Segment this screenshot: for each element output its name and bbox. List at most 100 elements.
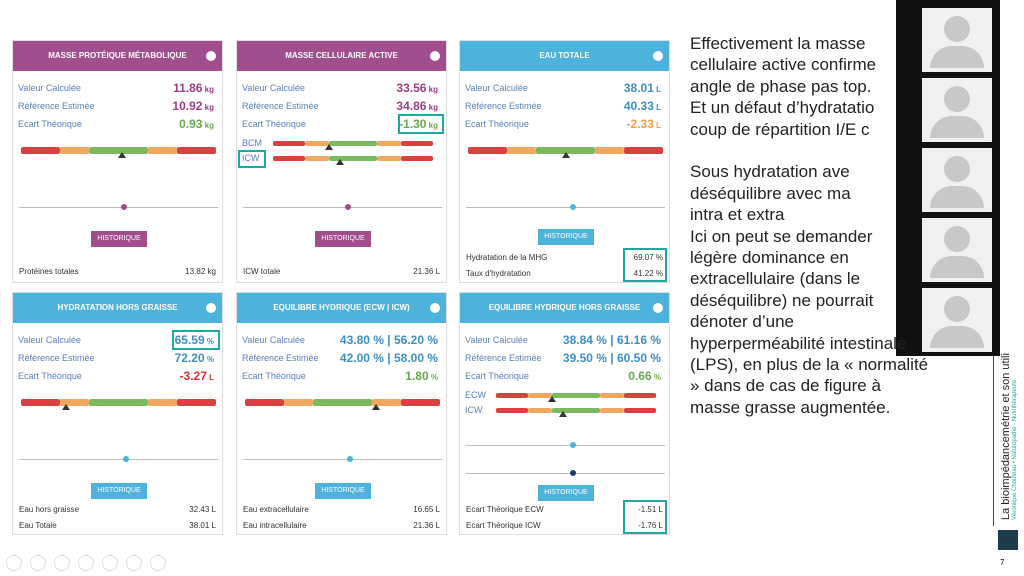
row-label: Ecart Théorique [18, 119, 82, 129]
row-label: Ecart Théorique [465, 119, 529, 129]
track-line [243, 459, 442, 460]
footer-label: Eau Totale [19, 521, 57, 530]
row-label: Référence Estimée [465, 101, 542, 111]
gauge-segment [528, 393, 552, 398]
value-unit: kg [426, 121, 438, 130]
value-unit: kg [202, 85, 214, 94]
history-button[interactable]: HISTORIQUE [91, 483, 147, 499]
note-line: masse grasse augmentée. [690, 397, 891, 417]
track-dot [123, 456, 129, 462]
value-number: 42.00 % | 58.00 % [339, 351, 438, 365]
value-unit: % [204, 355, 214, 364]
gauge-segment [21, 399, 60, 406]
value-number: 34.86 [396, 99, 427, 113]
track-line [19, 459, 218, 460]
row-value: 34.86 kg [396, 99, 438, 113]
toolbar-icon [102, 555, 118, 571]
gauge-segment [528, 408, 552, 413]
toolbar-icon [150, 555, 166, 571]
gauge-segment [147, 147, 177, 154]
card: EQUILIBRE HYDRIQUE HORS GRAISSE Valeur Ca… [459, 292, 670, 535]
track-line [19, 207, 218, 208]
avatar-tile [922, 78, 992, 142]
value-unit: kg [426, 85, 438, 94]
avatar-body [930, 116, 984, 138]
value-unit: L [653, 121, 661, 130]
row-value: 65.59 % [175, 333, 214, 347]
row-label: Valeur Calculée [18, 335, 81, 345]
row-value: 72.20 % [175, 351, 214, 365]
row-value: 33.56 kg [396, 81, 438, 95]
gauge-segment [624, 393, 656, 398]
avatar-tile [922, 148, 992, 212]
row-value: 38.84 % | 61.16 % [563, 333, 661, 347]
card-header: MASSE CELLULAIRE ACTIVE [237, 41, 446, 71]
value-number: 0.93 [179, 117, 203, 131]
gauge-segment [552, 408, 600, 413]
gauge-segment [273, 156, 305, 161]
card-header: EAU TOTALE [460, 41, 669, 71]
side-author: Véronique Chouteau • Naturopathe - Nutri… [1012, 379, 1018, 520]
gauge-segment [600, 408, 624, 413]
info-icon [653, 303, 663, 313]
gauge-segment [624, 408, 656, 413]
row-value: 39.50 % | 60.50 % [563, 351, 661, 365]
gauge-segment [177, 147, 216, 154]
gauge-segment [273, 141, 305, 146]
gauge-segment [507, 147, 537, 154]
info-icon [430, 303, 440, 313]
value-number: 38.84 % | 61.16 % [562, 333, 661, 347]
row-label: Ecart Théorique [465, 371, 529, 381]
history-button[interactable]: HISTORIQUE [315, 231, 371, 247]
value-unit: L [653, 85, 661, 94]
history-button[interactable]: HISTORIQUE [315, 483, 371, 499]
gauge-segment [313, 399, 372, 406]
gauge-segment [496, 393, 528, 398]
sub-bar-label: ICW [465, 405, 483, 415]
footer-label: Ecart Théorique ECW [466, 505, 544, 514]
note-line: Et un défaut d’hydratatio [690, 98, 875, 118]
note-line: » dans de cas de figure à [690, 376, 881, 396]
gauge-segment [329, 156, 377, 161]
gauge-segment [245, 399, 284, 406]
side-title: La bioimpédancemétrie et son utili [1000, 353, 1012, 520]
note-line: angle de phase pas top. [690, 76, 872, 96]
row-value: -3.27 L [180, 369, 214, 383]
row-label: Référence Estimée [18, 353, 95, 363]
row-value: 43.80 % | 56.20 % [340, 333, 438, 347]
footer-value: 21.36 L [413, 521, 440, 530]
card: MASSE CELLULAIRE ACTIVE Valeur Calculée 33… [236, 40, 447, 283]
footer-label: Ecart Théorique ICW [466, 521, 541, 530]
toolbar-icon [6, 555, 22, 571]
gauge-segment [284, 399, 314, 406]
footer-value: 21.36 L [413, 267, 440, 276]
track-dot [570, 470, 576, 476]
note-line: Sous hydratation ave [690, 162, 850, 182]
gauge-segment [496, 408, 528, 413]
gauge-segment [377, 156, 401, 161]
history-button[interactable]: HISTORIQUE [538, 229, 594, 245]
history-button[interactable]: HISTORIQUE [538, 485, 594, 501]
logo [998, 530, 1018, 550]
sub-bar-label: ICW [242, 153, 260, 163]
card: EQUILIBRE HYDRIQUE (ECW | ICW) Valeur Cal… [236, 292, 447, 535]
footer-value: 13.82 kg [185, 267, 216, 276]
value-number: 43.80 % | 56.20 % [339, 333, 438, 347]
history-button[interactable]: HISTORIQUE [91, 231, 147, 247]
value-unit: % [204, 337, 214, 346]
gauge-segment [536, 147, 595, 154]
footer-value: 69.07 % [633, 253, 663, 262]
card: EAU TOTALE Valeur Calculée 38.01 L Référenc… [459, 40, 670, 283]
row-label: Valeur Calculée [465, 83, 528, 93]
avatar-head [944, 226, 970, 252]
note-line: (LPS), en plus de la « normalité [690, 355, 929, 374]
value-number: -1.30 [399, 117, 427, 131]
info-icon [430, 51, 440, 61]
toolbar-icon [78, 555, 94, 571]
row-label: Référence Estimée [242, 353, 319, 363]
footer-value: -1.76 L [638, 521, 663, 530]
footer-label: ICW totale [243, 267, 281, 276]
footer-label: Eau hors graisse [19, 505, 80, 514]
avatar-head [944, 296, 970, 322]
